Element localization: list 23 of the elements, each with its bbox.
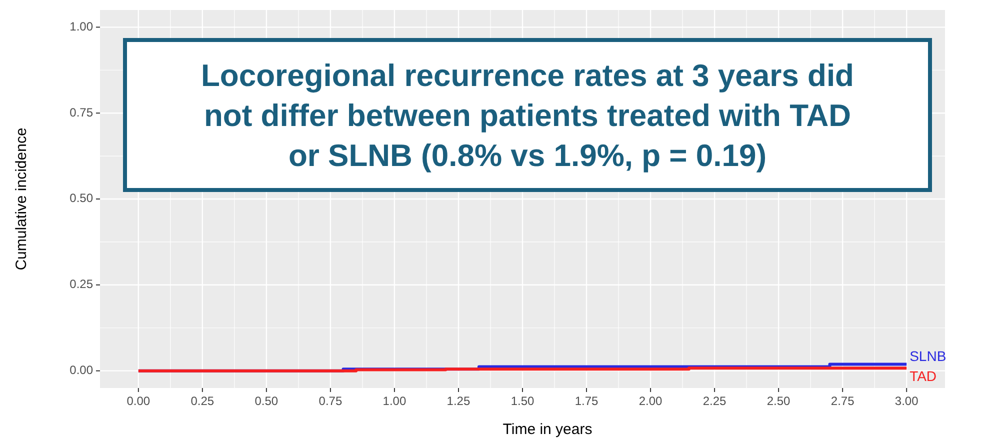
- x-tick-label: 0.25: [190, 394, 214, 408]
- y-tick-label: 1.00: [70, 19, 94, 34]
- y-tick-label: 0.75: [70, 105, 94, 120]
- series-label: TAD: [910, 368, 937, 384]
- x-tick-label: 0.50: [254, 394, 278, 408]
- y-tick-label: 0.50: [70, 191, 94, 206]
- y-tick-label: 0.25: [70, 277, 94, 292]
- y-axis-title: Cumulative incidence: [13, 128, 30, 270]
- series-label: SLNB: [910, 348, 946, 364]
- x-tick-label: 2.00: [638, 394, 663, 408]
- x-axis-title: Time in years: [502, 421, 592, 438]
- x-tick-label: 2.75: [830, 394, 855, 408]
- annotation: Locoregional recurrence rates at 3 years did not differ between patients treated with TAD or SLNB (0.8% vs 1.9%, p = 0.19): [201, 58, 854, 173]
- x-tick-label: 1.00: [382, 394, 406, 408]
- x-tick-label: 3.00: [894, 394, 919, 408]
- x-tick-label: 1.50: [510, 394, 534, 408]
- x-tick-label: 2.25: [702, 394, 727, 408]
- x-tick-label: 1.25: [446, 394, 470, 408]
- x-tick-label: 0.00: [126, 394, 150, 408]
- y-tick-label: 0.00: [70, 362, 94, 377]
- x-tick-label: 2.50: [766, 394, 791, 408]
- x-tick-label: 1.75: [574, 394, 599, 408]
- x-tick-label: 0.75: [318, 394, 342, 408]
